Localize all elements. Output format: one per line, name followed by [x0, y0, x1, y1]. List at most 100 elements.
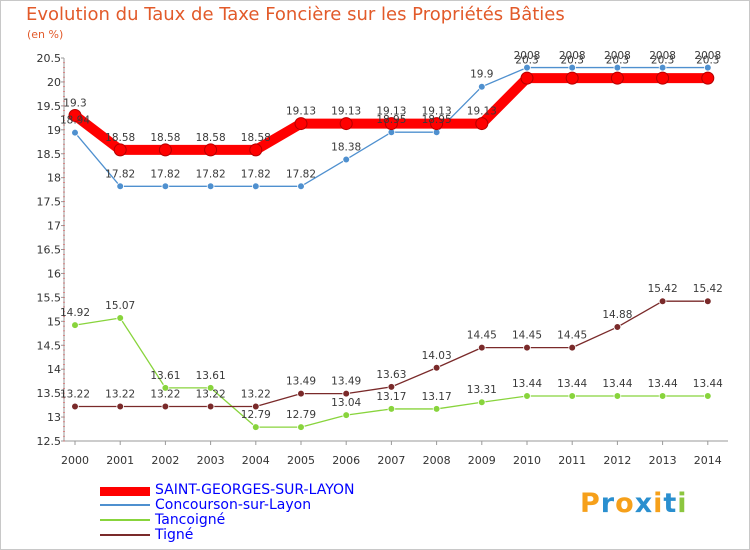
data-point-3-2010 [523, 343, 531, 352]
data-label-3-2001: 13.22 [105, 389, 135, 401]
data-point-3-2011 [568, 343, 576, 352]
legend-swatch-concourson [100, 504, 150, 506]
data-label-0-2002: 18.58 [150, 132, 180, 144]
x-tick-label: 2013 [649, 454, 677, 467]
logo-letter: r [600, 488, 616, 519]
data-label-0-2012: 2008 [604, 50, 631, 62]
data-point-3-2003 [206, 402, 215, 411]
y-tick-label: 18.5 [37, 148, 62, 161]
data-point-0-2004 [249, 143, 263, 157]
x-tick-label: 2002 [151, 454, 179, 467]
data-label-0-2007: 19.13 [376, 106, 406, 118]
data-point-1-2010 [523, 63, 531, 72]
data-point-1-2003 [206, 182, 215, 191]
data-point-0-2011 [565, 71, 579, 85]
y-tick-label: 14 [47, 363, 61, 376]
data-point-0-2012 [610, 71, 624, 85]
proxiti-logo: Proxiti [580, 488, 688, 519]
data-label-2-2000: 14.92 [60, 307, 90, 319]
y-tick-label: 16.5 [37, 244, 62, 257]
data-point-0-2006 [339, 117, 353, 131]
data-point-2-2014 [703, 392, 712, 400]
data-label-2-2005: 12.79 [286, 409, 316, 421]
data-point-1-2014 [703, 63, 712, 72]
x-tick-label: 2009 [468, 454, 496, 467]
x-tick-label: 2005 [287, 454, 315, 467]
data-label-0-2000: 19.3 [63, 97, 86, 109]
data-label-1-2006: 18.38 [331, 141, 361, 153]
data-label-1-2012: 20.3 [606, 55, 629, 67]
data-label-1-2002: 17.82 [150, 168, 180, 180]
data-label-1-2013: 20.3 [651, 55, 674, 67]
data-point-3-2009 [477, 343, 486, 352]
data-label-3-2012: 14.88 [602, 309, 632, 321]
data-label-0-2001: 18.58 [105, 132, 135, 144]
data-point-3-2006 [342, 389, 351, 398]
data-point-3-2004 [252, 402, 260, 411]
data-point-1-2004 [252, 182, 260, 191]
data-label-3-2007: 13.63 [376, 369, 406, 381]
logo-letter: o [615, 488, 635, 519]
x-tick-label: 2003 [197, 454, 225, 467]
data-label-3-2003: 13.22 [196, 389, 226, 401]
legend-label-tigne: Tigné [155, 527, 194, 543]
legend-swatch-saint-georges [100, 487, 150, 496]
data-label-2-2008: 13.17 [422, 391, 452, 403]
x-tick-label: 2001 [106, 454, 134, 467]
data-point-3-2007 [387, 383, 396, 391]
data-label-0-2004: 18.58 [241, 132, 271, 144]
data-label-0-2014: 2008 [694, 50, 721, 62]
data-label-0-2010: 2008 [514, 50, 541, 62]
data-label-1-2001: 17.82 [105, 168, 135, 180]
data-point-2-2012 [613, 392, 622, 400]
data-point-0-2007 [384, 117, 398, 131]
data-point-2-2006 [342, 411, 351, 419]
data-point-1-2005 [297, 182, 305, 191]
chart-subtitle: (en %) [27, 28, 64, 41]
data-point-2-2007 [387, 405, 396, 413]
series-markers [68, 63, 715, 431]
data-point-1-2001 [116, 182, 124, 191]
data-point-2-2002 [161, 384, 170, 392]
data-label-2-2013: 13.44 [648, 378, 678, 390]
data-label-3-2008: 14.03 [422, 350, 452, 362]
data-label-0-2003: 18.58 [196, 132, 226, 144]
data-point-2-2004 [252, 423, 260, 431]
y-tick-label: 14.5 [37, 339, 62, 352]
data-label-3-2002: 13.22 [150, 389, 180, 401]
data-point-0-2001 [113, 143, 127, 157]
data-label-2-2004: 12.79 [241, 409, 271, 421]
data-label-3-2011: 14.45 [557, 330, 587, 342]
data-label-2-2012: 13.44 [602, 378, 632, 390]
x-tick-label: 2004 [242, 454, 270, 467]
data-point-0-2010 [520, 71, 534, 85]
data-label-2-2011: 13.44 [557, 378, 587, 390]
data-point-0-2003 [204, 143, 218, 157]
data-point-0-2000 [68, 108, 82, 122]
data-point-3-2001 [116, 402, 124, 411]
y-tick-label: 20.5 [37, 52, 62, 65]
x-tick-label: 2000 [61, 454, 89, 467]
data-label-1-2000: 18.94 [60, 115, 90, 127]
data-label-3-2004: 13.22 [241, 389, 271, 401]
data-label-0-2011: 2008 [559, 50, 586, 62]
data-point-0-2009 [475, 117, 489, 131]
y-tick-label: 15 [47, 315, 61, 328]
data-label-2-2003: 13.61 [196, 370, 226, 382]
y-tick-label: 15.5 [37, 291, 62, 304]
data-label-1-2003: 17.82 [196, 168, 226, 180]
legend-label-saint-georges: SAINT-GEORGES-SUR-LAYON [155, 482, 355, 498]
data-label-1-2007: 18.95 [376, 114, 406, 126]
x-tick-label: 2006 [332, 454, 360, 467]
data-label-1-2005: 17.82 [286, 168, 316, 180]
logo-letter: i [653, 488, 664, 519]
data-point-2-2005 [297, 423, 305, 431]
logo-letter: t [663, 488, 678, 519]
logo-letter: P [580, 488, 601, 519]
data-label-1-2009: 19.9 [470, 69, 493, 81]
data-point-1-2013 [658, 63, 667, 72]
data-label-3-2000: 13.22 [60, 389, 90, 401]
data-point-0-2014 [701, 71, 715, 85]
